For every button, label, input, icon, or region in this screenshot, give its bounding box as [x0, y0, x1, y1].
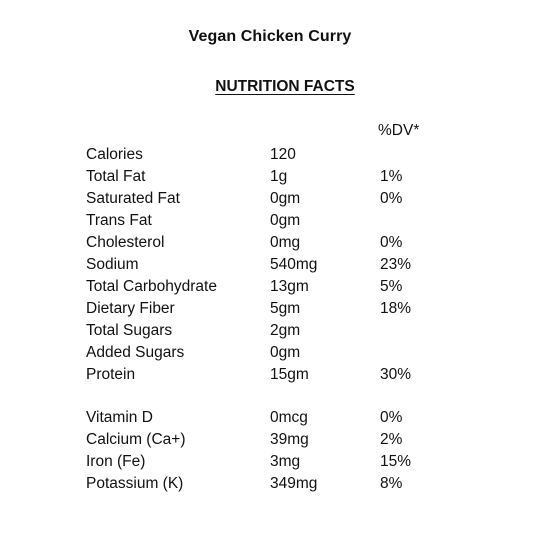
nutrient-row-protein: Protein 15gm 30% — [86, 364, 486, 386]
nutrient-amount: 349mg — [270, 475, 318, 492]
nutrient-dv: 8% — [380, 475, 403, 492]
nutrient-row-saturated-fat: Saturated Fat 0gm 0% — [86, 188, 486, 210]
nutrient-amount: 39mg — [270, 431, 309, 448]
nutrient-name: Sodium — [86, 256, 139, 273]
nutrient-name: Trans Fat — [86, 212, 152, 229]
nutrient-name: Added Sugars — [86, 344, 185, 361]
nutrient-dv: 18% — [380, 300, 412, 317]
nutrient-row-total-sugars: Total Sugars 2gm — [86, 320, 486, 342]
nutrient-amount: 13gm — [270, 278, 309, 295]
nutrient-name: Dietary Fiber — [86, 300, 175, 317]
nutrient-amount: 1g — [270, 168, 288, 185]
nutrient-dv: 0% — [380, 409, 403, 426]
nutrient-name: Potassium (K) — [86, 475, 184, 492]
nutrient-row-calcium: Calcium (Ca+) 39mg 2% — [86, 429, 486, 451]
nutrient-amount: 540mg — [270, 256, 318, 273]
nutrient-amount: 2gm — [270, 322, 301, 339]
nutrient-name: Total Carbohydrate — [86, 278, 217, 295]
nutrient-row-trans-fat: Trans Fat 0gm — [86, 210, 486, 232]
nutrient-row-sodium: Sodium 540mg 23% — [86, 254, 486, 276]
nutrient-row-cholesterol: Cholesterol 0mg 0% — [86, 232, 486, 254]
nutrient-name: Calcium (Ca+) — [86, 431, 186, 448]
nutrient-name: Total Sugars — [86, 322, 173, 339]
nutrient-amount: 0mcg — [270, 409, 308, 426]
nutrient-amount: 120 — [270, 146, 296, 163]
nutrient-amount: 0gm — [270, 212, 301, 229]
nutrient-name: Iron (Fe) — [86, 453, 146, 470]
nutrient-row-calories: Calories 120 — [86, 144, 486, 166]
nutrient-dv: 0% — [380, 190, 403, 207]
nutrient-dv: 23% — [380, 256, 412, 273]
nutrient-amount: 3mg — [270, 453, 301, 470]
nutrient-name: Calories — [86, 146, 143, 163]
nutrient-dv: 0% — [380, 234, 403, 251]
nutrient-dv: 5% — [380, 278, 403, 295]
nutrient-row-total-carbohydrate: Total Carbohydrate 13gm 5% — [86, 276, 486, 298]
nutrient-row-vitamin-d: Vitamin D 0mcg 0% — [86, 407, 486, 429]
nutrient-row-dietary-fiber: Dietary Fiber 5gm 18% — [86, 298, 486, 320]
nutrient-name: Protein — [86, 366, 136, 383]
nutrition-facts-heading: NUTRITION FACTS — [215, 78, 355, 95]
nutrient-name: Total Fat — [86, 168, 146, 185]
nutrient-row-potassium: Potassium (K) 349mg 8% — [86, 473, 486, 495]
nutrient-amount: 15gm — [270, 366, 309, 383]
nutrient-row-added-sugars: Added Sugars 0gm — [86, 342, 486, 364]
nutrient-name: Vitamin D — [86, 409, 153, 426]
section-spacer — [86, 386, 486, 407]
nutrient-name: Cholesterol — [86, 234, 165, 251]
nutrient-amount: 5gm — [270, 300, 301, 317]
daily-value-header: %DV* — [378, 122, 420, 139]
nutrient-name: Saturated Fat — [86, 190, 180, 207]
nutrient-row-total-fat: Total Fat 1g 1% — [86, 166, 486, 188]
nutrient-dv: 2% — [380, 431, 403, 448]
nutrient-amount: 0gm — [270, 344, 301, 361]
nutrition-table: Calories 120 Total Fat 1g 1% Saturated F… — [86, 144, 486, 495]
nutrient-dv: 1% — [380, 168, 403, 185]
recipe-title: Vegan Chicken Curry — [188, 28, 352, 45]
nutrient-dv: 15% — [380, 453, 412, 470]
nutrient-dv: 30% — [380, 366, 412, 383]
nutrient-row-iron: Iron (Fe) 3mg 15% — [86, 451, 486, 473]
nutrient-amount: 0mg — [270, 234, 301, 251]
nutrient-amount: 0gm — [270, 190, 301, 207]
